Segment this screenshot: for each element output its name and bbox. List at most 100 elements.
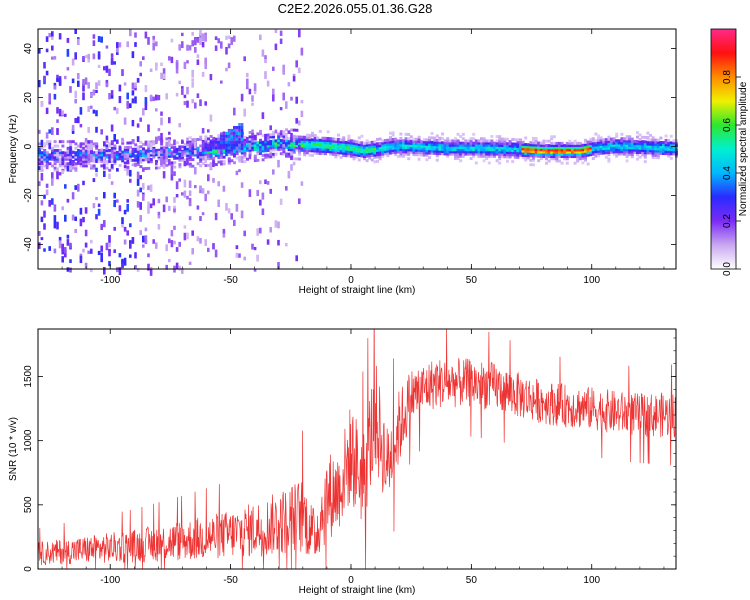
spectrogram-cell (58, 140, 62, 144)
spectrogram-cell (376, 151, 379, 155)
spectrogram-cell (248, 148, 252, 152)
spectrogram-cell (292, 161, 296, 166)
spectrogram-cell (209, 162, 213, 170)
spectrogram-cell (194, 46, 197, 53)
spectrogram-cell (129, 156, 132, 160)
spectrogram-cell (243, 256, 246, 261)
spectrogram-cell (646, 142, 650, 146)
spectrogram-cell (290, 132, 293, 141)
spectrogram-cell (365, 141, 369, 145)
spectrogram-cell (428, 147, 431, 151)
spectrogram-cell (69, 162, 72, 171)
spectrogram-cell (649, 133, 652, 137)
spectrogram-cell (105, 140, 109, 144)
spectrogram-cell (555, 159, 559, 163)
spectrogram-cell (498, 146, 502, 150)
spectrogram-cell (628, 141, 632, 145)
spectrogram-cell (261, 49, 265, 57)
spectrogram-cell (295, 139, 299, 143)
spectrogram-cell (654, 147, 658, 151)
spectrogram-cell (95, 142, 99, 146)
spectrogram-cell (477, 143, 481, 147)
spectrogram-cell (591, 143, 595, 147)
spectrogram-cell (108, 249, 111, 257)
spectrogram-cell (131, 141, 135, 145)
spectrogram-cell (532, 154, 535, 158)
spectrogram-cell (142, 193, 145, 201)
spectrogram-cell (529, 147, 533, 151)
spectrogram-cell (204, 135, 208, 139)
spectrogram-cell (487, 143, 491, 147)
spectrogram-cell (58, 172, 62, 176)
spectrogram-cell (220, 160, 223, 164)
spectrogram-cell (589, 148, 593, 152)
spectrogram-cell (142, 56, 145, 60)
spectrogram-cell (196, 59, 200, 66)
spectrogram-cell (259, 151, 262, 155)
spectrogram-cell (630, 150, 634, 154)
spectrogram-cell (269, 146, 273, 150)
spectrogram-cell (259, 132, 262, 136)
spectrogram-cell (204, 239, 207, 246)
spectrogram-cell (402, 145, 405, 149)
spectrogram-cell (225, 143, 228, 147)
spectrogram-cell (324, 143, 327, 147)
spectrogram-cell (144, 102, 148, 111)
spectrogram-cell (110, 90, 114, 96)
spectrogram-cell (186, 149, 190, 153)
spectrogram-cell (347, 139, 351, 143)
spectrogram-cell (672, 150, 676, 154)
spectrogram-cell (152, 142, 156, 146)
spectrogram-cell (664, 150, 668, 153)
spectrogram-cell (233, 154, 236, 158)
spectrogram-cell (142, 168, 145, 172)
spectrogram-cell (105, 160, 109, 163)
spectrogram-cell (77, 149, 80, 158)
spectrogram-cell (259, 199, 262, 206)
spectrogram-cell (469, 139, 473, 143)
spectrogram-cell (227, 148, 231, 152)
spectrogram-cell (625, 137, 629, 141)
chart-title: C2E2.2026.055.01.36.G28 (278, 1, 433, 16)
spectrogram-cell (313, 136, 317, 140)
spectrogram-cell (108, 243, 111, 248)
spectrogram-cell (350, 148, 353, 152)
spectrogram-cell (506, 148, 509, 152)
spectrogram-cell (363, 148, 366, 152)
spectrogram-cell (542, 144, 546, 147)
spectrogram-cell (656, 147, 660, 151)
spectrogram-cell (61, 110, 64, 115)
spectrogram-cell (495, 152, 499, 156)
spectrogram-cell (417, 140, 421, 144)
spectrogram-cell (178, 123, 181, 128)
spectrogram-cell (188, 164, 192, 168)
spectrogram-cell (326, 150, 330, 154)
spectrogram-cell (563, 146, 567, 150)
spectrogram-cell (74, 162, 78, 166)
spectrogram-cell (604, 140, 608, 144)
spectrogram-cell (230, 131, 233, 135)
spectrogram-cell (256, 145, 260, 149)
spectrogram-cell (474, 143, 478, 147)
spectrogram-cell (129, 103, 132, 109)
spectrogram-cell (248, 153, 252, 156)
spectrogram-cell (97, 153, 101, 157)
spectrogram-cell (620, 137, 624, 141)
spectrogram-cell (90, 268, 93, 273)
spectrogram-cell (625, 135, 629, 139)
spectrogram-cell (607, 140, 611, 143)
spectrogram-cell (578, 152, 582, 156)
spectrogram-cell (217, 199, 220, 207)
spectrogram-cell (45, 107, 49, 114)
spectrogram-cell (246, 142, 249, 146)
spectrogram-cell (84, 146, 88, 150)
spectrogram-cell (178, 178, 181, 182)
spectrogram-cell (71, 160, 75, 163)
spectrogram-cell (451, 141, 455, 145)
spectrogram-cell (256, 150, 260, 153)
spectrogram-cell (134, 149, 138, 153)
spectrogram-cell (303, 151, 307, 155)
spectrogram-cell (123, 226, 127, 232)
spectrogram-cell (662, 145, 665, 149)
spectrogram-cell (594, 143, 598, 147)
